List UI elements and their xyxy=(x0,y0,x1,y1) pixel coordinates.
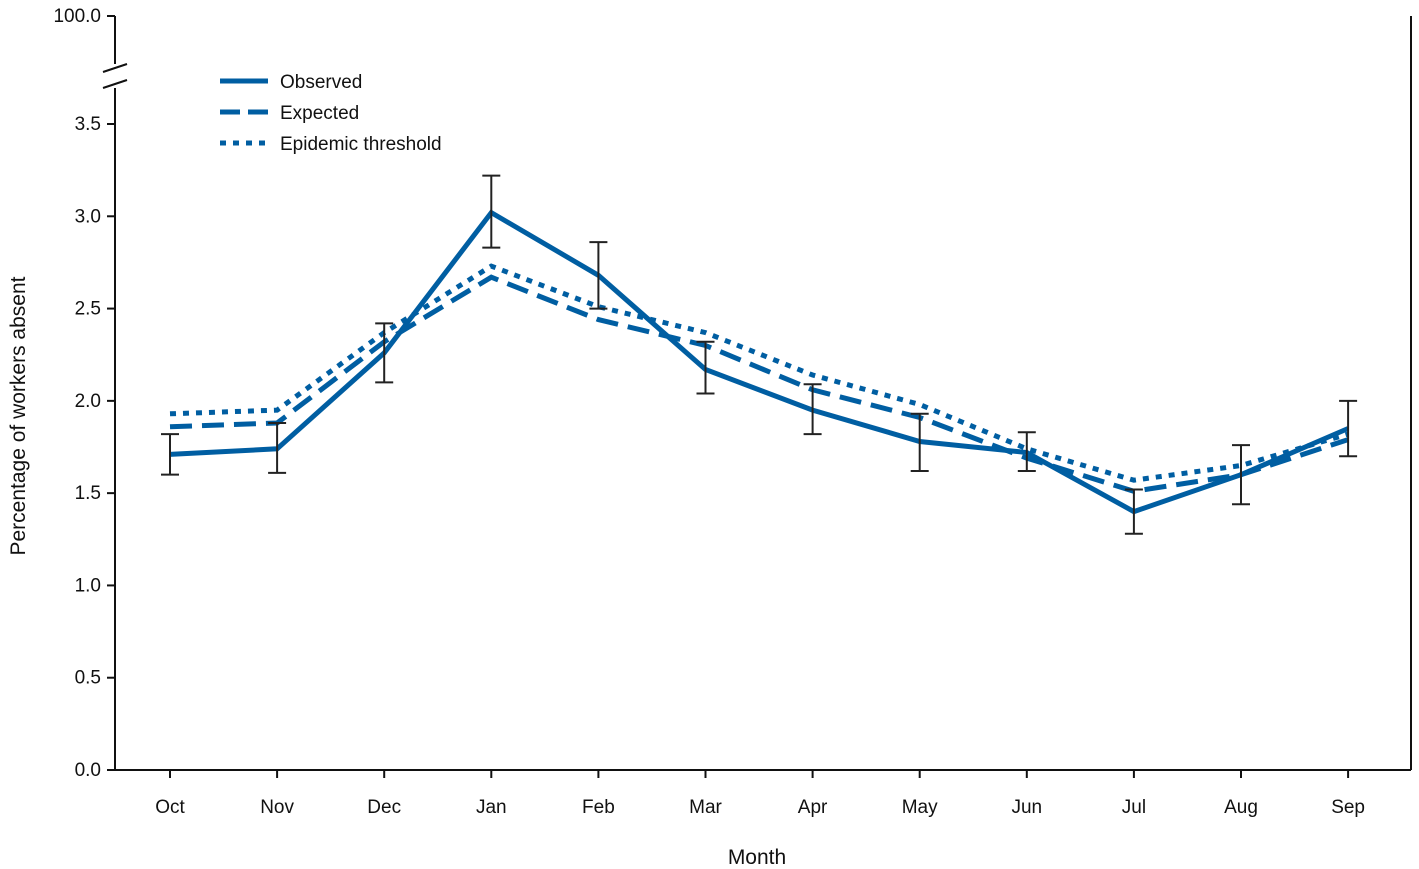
y-tick-label: 2.0 xyxy=(75,391,101,412)
series-line-expected xyxy=(169,274,1349,494)
legend-label: Epidemic threshold xyxy=(280,134,442,155)
legend-label: Expected xyxy=(280,103,359,124)
error-bar xyxy=(910,412,929,472)
y-axis-title: Percentage of workers absent xyxy=(7,276,30,555)
series-line-observed xyxy=(169,209,1350,515)
y-axis-break-mark xyxy=(102,79,128,89)
y-tick-label: 2.5 xyxy=(75,299,101,320)
error-bar xyxy=(1339,399,1358,458)
y-tick-label: 0.5 xyxy=(75,668,101,689)
y-tick-label: 0.0 xyxy=(75,760,101,781)
x-tick-label: Mar xyxy=(689,797,722,818)
error-bar xyxy=(268,422,287,474)
x-tick-label: Jun xyxy=(1011,797,1042,818)
series-lines xyxy=(169,209,1350,515)
error-bar xyxy=(1017,431,1036,472)
y-tick-label: 1.5 xyxy=(75,483,101,504)
error-bar xyxy=(482,174,501,249)
legend: Observed Expected Epidemic threshold xyxy=(220,72,442,155)
axes: 0.0 0.5 1.0 1.5 2.0 2.5 3.0 3.5 100.0 Oct Nov Dec Ja… xyxy=(53,6,1412,818)
error-bar xyxy=(1124,488,1143,535)
y-tick-label: 1.0 xyxy=(75,575,101,596)
x-tick-label: Sep xyxy=(1331,797,1365,818)
y-axis-break-mark xyxy=(102,63,128,73)
x-tick-label: Feb xyxy=(582,797,615,818)
legend-label: Observed xyxy=(280,72,362,93)
error-bar xyxy=(1232,444,1250,506)
error-bar xyxy=(375,322,394,384)
error-bar xyxy=(696,340,715,395)
y-tick-label: 3.0 xyxy=(75,206,101,227)
x-axis-title: Month xyxy=(728,846,786,869)
x-tick-label: Aug xyxy=(1224,797,1258,818)
error-bar xyxy=(803,383,822,436)
x-tick-label: May xyxy=(902,797,938,818)
x-tick-label: Jul xyxy=(1122,797,1146,818)
x-tick-label: Jan xyxy=(476,797,507,818)
error-bar xyxy=(589,241,608,310)
x-tick-label: Dec xyxy=(367,797,401,818)
y-tick-label-top: 100.0 xyxy=(53,6,101,27)
x-tick-label: Apr xyxy=(798,797,828,818)
x-tick-label: Oct xyxy=(155,797,185,818)
y-tick-label: 3.5 xyxy=(75,114,101,135)
error-bars xyxy=(161,174,1358,535)
error-bar xyxy=(161,433,179,476)
x-tick-label: Nov xyxy=(260,797,294,818)
